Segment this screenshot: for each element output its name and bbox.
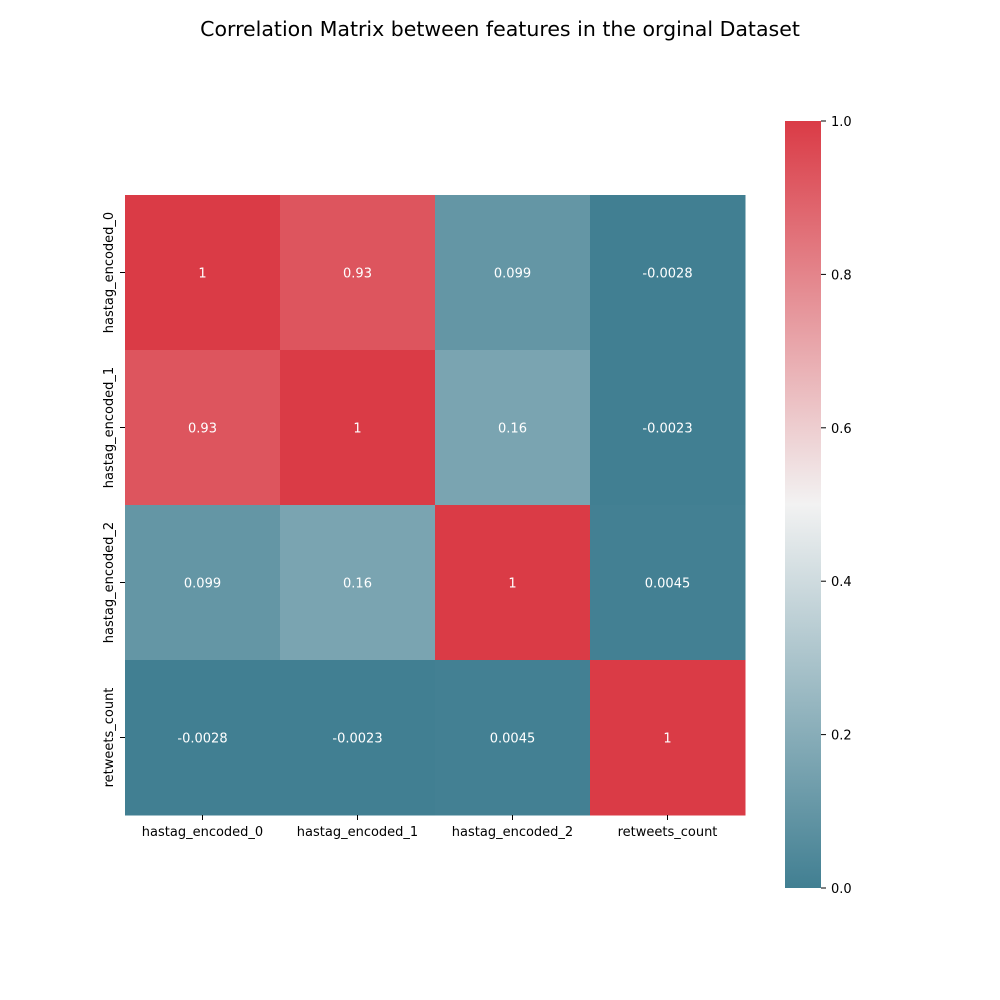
cell-value-label: -0.0028 <box>642 267 692 282</box>
chart-title: Correlation Matrix between features in t… <box>200 17 800 41</box>
colorbar-tick-label: 0.6 <box>831 422 852 437</box>
y-tick-label: hastag_encoded_2 <box>102 522 117 643</box>
heatmap-cell <box>590 195 746 351</box>
cell-value-label: 1 <box>508 577 516 592</box>
cell-value-label: 0.93 <box>343 267 372 282</box>
cell-value-label: -0.0023 <box>332 732 382 747</box>
cell-value-label: 0.099 <box>184 577 221 592</box>
y-tick-label: retweets_count <box>102 688 117 788</box>
cell-value-label: 1 <box>198 267 206 282</box>
heatmap-cell-labels: 1 0.93 0.099 -0.0028 0.93 1 0.16 -0.0023 0.099 0.… <box>177 267 692 747</box>
heatmap-cell <box>590 350 746 506</box>
colorbar-tick-label: 0.8 <box>831 268 852 283</box>
cell-value-label: -0.0028 <box>177 732 227 747</box>
colorbar-tick-label: 0.0 <box>831 882 852 897</box>
heatmap-cell <box>280 660 436 816</box>
x-axis-ticks: hastag_encoded_0 hastag_encoded_1 hastag_e… <box>142 815 718 840</box>
colorbar-tick-label: 0.2 <box>831 729 852 744</box>
heatmap-cell <box>280 505 436 661</box>
cell-value-label: 0.0045 <box>645 577 691 592</box>
heatmap-cell <box>590 505 746 661</box>
y-tick-label: hastag_encoded_0 <box>102 212 117 333</box>
cell-value-label: -0.0023 <box>642 422 692 437</box>
x-tick-label: hastag_encoded_2 <box>452 825 573 840</box>
heatmap-cell <box>280 195 436 351</box>
heatmap-cell <box>125 350 281 506</box>
cell-value-label: 0.16 <box>498 422 527 437</box>
cell-value-label: 0.93 <box>188 422 217 437</box>
x-tick-label: retweets_count <box>618 825 718 840</box>
colorbar-tick-label: 1.0 <box>831 115 852 130</box>
heatmap-cell <box>125 505 281 661</box>
heatmap-cell <box>435 195 591 351</box>
heatmap-cell <box>590 660 746 816</box>
colorbar-ticks: 0.0 0.2 0.4 0.6 0.8 1.0 <box>821 115 852 897</box>
heatmap-cell <box>125 195 281 351</box>
heatmap-cell <box>280 350 436 506</box>
y-tick-label: hastag_encoded_1 <box>102 367 117 488</box>
heatmap-cell <box>435 505 591 661</box>
cell-value-label: 0.0045 <box>490 732 536 747</box>
cell-value-label: 0.16 <box>343 577 372 592</box>
heatmap-cell <box>125 660 281 816</box>
heatmap-cell <box>435 660 591 816</box>
x-tick-label: hastag_encoded_0 <box>142 825 263 840</box>
colorbar <box>785 121 821 888</box>
x-tick-label: hastag_encoded_1 <box>297 825 418 840</box>
colorbar-tick-label: 0.4 <box>831 575 852 590</box>
heatmap-cell <box>435 350 591 506</box>
cell-value-label: 0.099 <box>494 267 531 282</box>
heatmap-cells <box>125 195 746 816</box>
cell-value-label: 1 <box>353 422 361 437</box>
y-axis-ticks: hastag_encoded_0 hastag_encoded_1 hastag_e… <box>102 212 125 788</box>
cell-value-label: 1 <box>663 732 671 747</box>
